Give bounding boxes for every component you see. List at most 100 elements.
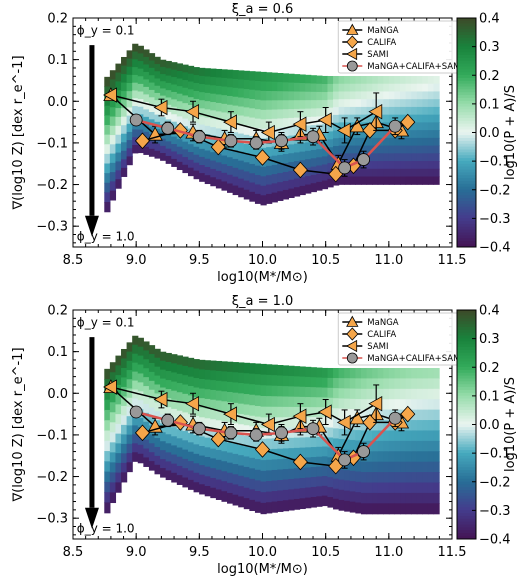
data-point-combined [338,453,352,467]
band-cell [132,434,139,444]
band-cell [282,396,290,408]
y-tick-label: 0.0 [47,95,68,110]
band-cell [349,83,356,93]
band-cell [372,388,379,400]
band-cell [366,503,373,515]
band-cell [293,100,301,110]
band-cell [204,418,211,429]
band-cell [377,153,384,162]
band-cell [109,172,117,182]
band-cell [310,125,317,134]
x-axis-label: log10(M*/M⊙) [217,562,308,577]
colorbar-cell [457,75,476,79]
band-cell [137,444,144,455]
x-tick-label: 10.5 [311,253,340,268]
band-cell [293,143,301,154]
x-tick-label: 9.5 [189,545,210,560]
y-tick-label: −0.2 [36,178,68,193]
band-cell [165,461,172,472]
band-cell [316,108,323,118]
band-cell [232,158,239,169]
band-cell [227,183,234,193]
band-cell [277,163,284,174]
band-cell [199,369,206,380]
band-cell [355,492,362,504]
band-cell [288,406,295,418]
band-cell [349,145,356,154]
band-cell [310,407,317,418]
band-cell [316,456,323,468]
band-cell [227,78,234,88]
band-cell [215,68,223,79]
band-cell [277,154,284,165]
band-cell [187,376,195,387]
band-cell [238,70,245,81]
band-cell [221,391,228,402]
band-cell [221,121,228,131]
band-cell [327,487,334,498]
band-cell [165,75,172,84]
colorbar-cell [457,510,476,514]
band-cell [215,420,223,431]
band-cell [394,161,401,170]
band-cell [199,75,206,85]
band-cell [372,168,379,178]
band-cell [260,90,267,101]
band-cell [249,99,256,109]
band-cell [344,114,351,123]
band-cell [121,472,128,483]
band-cell [210,168,217,178]
data-point-triangle-left [368,104,383,120]
band-cell [148,371,156,382]
band-cell [182,384,189,395]
band-cell [176,355,183,366]
colorbar-cell [457,178,476,182]
band-cell [171,114,178,123]
band-cell [154,429,161,439]
band-cell [433,137,440,147]
data-point-triangle-left [317,112,332,128]
band-cell [400,388,407,400]
band-cell [305,487,312,499]
band-cell [271,364,278,376]
band-cell [182,356,189,367]
band-cell [232,105,239,116]
band-cell [187,167,195,177]
colorbar-cell [457,347,476,351]
band-cell [187,144,195,153]
band-cell [349,106,356,116]
band-cell [227,391,234,403]
band-cell [411,168,418,178]
band-cell [366,430,373,442]
band-cell [210,409,217,420]
band-cell [333,138,340,147]
band-cell [327,387,334,399]
band-cell [126,425,133,436]
band-cell [132,51,139,60]
band-cell [433,482,440,494]
band-cell [254,437,262,450]
band-cell [148,452,156,462]
data-point-combined [357,445,370,458]
band-cell [109,482,117,494]
band-cell [271,385,278,397]
data-point-diamond [210,430,226,448]
band-cell [277,448,284,460]
band-cell [232,382,239,394]
band-cell [388,492,396,504]
band-cell [232,70,239,80]
band-cell [422,83,429,93]
band-cell [176,161,183,171]
band-cell [182,477,189,488]
data-point-triangle-left [153,391,168,408]
band-cell [215,85,223,96]
band-cell [394,145,401,154]
colorbar-cell [457,490,476,494]
band-cell [433,367,440,379]
data-point-diamond [134,424,151,442]
band-cell [210,448,217,460]
band-cell [344,388,351,400]
band-cell [377,440,384,452]
colorbar-cell [457,106,476,110]
legend-label: SAMI [367,50,388,60]
